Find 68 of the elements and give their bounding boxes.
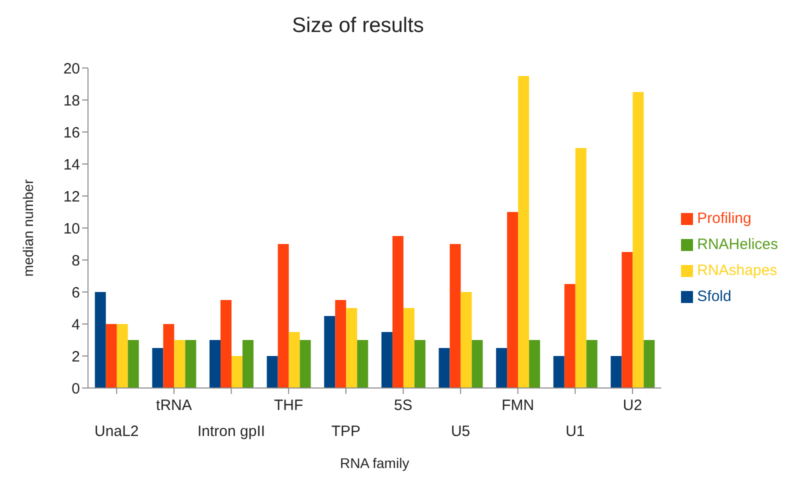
bar <box>116 324 128 388</box>
bar <box>632 92 644 388</box>
bar <box>518 76 530 388</box>
bar <box>529 340 540 388</box>
bar <box>220 300 232 388</box>
x-axis-title: RNA family <box>340 455 410 471</box>
x-tick-label: FMN <box>502 397 534 414</box>
bar <box>403 308 414 388</box>
bar <box>622 252 633 388</box>
x-tick-label: U5 <box>450 423 470 440</box>
legend-label: RNAshapes <box>697 262 778 279</box>
bar <box>392 236 404 388</box>
bar <box>564 284 576 388</box>
bar <box>357 340 368 388</box>
bar <box>496 348 508 388</box>
bar <box>575 148 586 388</box>
bar <box>335 300 346 388</box>
y-tick-label: 12 <box>63 188 80 206</box>
bar <box>266 356 278 388</box>
bar <box>152 348 164 388</box>
bar <box>381 332 392 388</box>
bar <box>450 244 461 388</box>
bar <box>472 340 483 388</box>
y-tick-label: 10 <box>63 220 80 238</box>
bar <box>438 348 450 388</box>
bar <box>414 340 426 388</box>
bar <box>94 292 106 388</box>
y-tick-label: 16 <box>63 124 80 142</box>
bar <box>644 340 655 388</box>
bar <box>278 244 289 388</box>
x-tick-label: tRNA <box>156 397 192 414</box>
bar <box>163 324 174 388</box>
bar <box>610 356 622 388</box>
bar <box>507 212 518 388</box>
legend-label: RNAHelices <box>697 236 778 253</box>
bar <box>460 292 472 388</box>
legend-label: Sfold <box>697 288 732 305</box>
y-axis-title: median number <box>20 179 36 277</box>
bar <box>106 324 117 388</box>
y-tick-label: 18 <box>63 92 80 110</box>
bar <box>174 340 186 388</box>
chart-title: Size of results <box>291 13 425 38</box>
x-tick-label: THF <box>274 397 304 414</box>
x-tick-label: TPP <box>331 423 361 440</box>
bar <box>185 340 196 388</box>
bar <box>128 340 139 388</box>
bar <box>553 356 564 388</box>
y-tick-label: 14 <box>63 156 80 174</box>
bar <box>210 340 221 388</box>
bar <box>288 332 300 388</box>
x-tick-label: U2 <box>622 397 642 414</box>
y-tick-label: 20 <box>63 60 80 78</box>
bar <box>346 308 358 388</box>
y-tick-label: 4 <box>72 316 80 334</box>
y-tick-label: 8 <box>72 252 80 270</box>
x-tick-label: U1 <box>566 423 585 440</box>
y-tick-label: 2 <box>72 348 80 366</box>
bar <box>300 340 311 388</box>
bar <box>324 316 336 388</box>
x-tick-label: UnaL2 <box>94 423 139 440</box>
y-tick-label: 6 <box>72 284 80 302</box>
legend-label: Profiling <box>697 210 752 227</box>
y-tick-label: 0 <box>72 380 80 398</box>
bar <box>586 340 598 388</box>
bar <box>232 356 243 388</box>
x-tick-label: Intron gpII <box>198 423 266 440</box>
bar <box>242 340 254 388</box>
x-tick-label: 5S <box>394 397 412 414</box>
